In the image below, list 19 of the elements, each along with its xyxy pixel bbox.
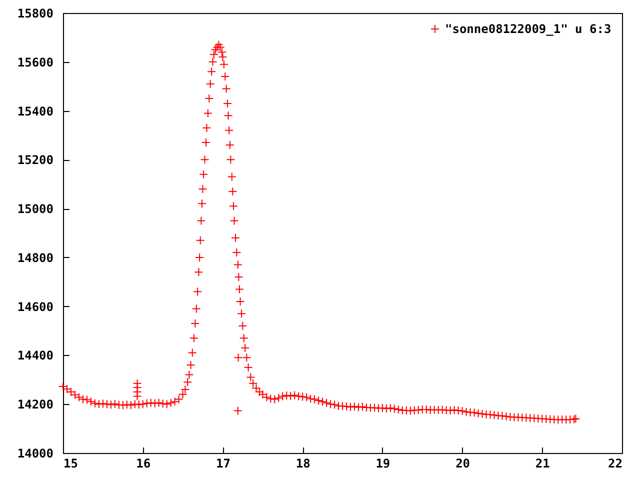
- y-tick-label: 14000: [17, 446, 54, 460]
- y-tick-label: 14200: [17, 398, 54, 412]
- x-tick-label: 16: [136, 456, 151, 470]
- x-tick-label: 15: [64, 456, 78, 470]
- x-tick-label: 18: [296, 456, 310, 470]
- x-tick-label: 20: [456, 456, 470, 470]
- y-tick-label: 15000: [17, 202, 54, 216]
- y-tick-label: 14800: [17, 250, 54, 265]
- y-tick-label: 14400: [17, 348, 54, 363]
- y-tick-label: 15200: [17, 153, 54, 168]
- legend-label: "sonne08122009_1" u 6:3: [445, 22, 612, 36]
- x-tick-label: 21: [535, 456, 550, 470]
- x-tick-label: 22: [608, 456, 622, 470]
- x-tick-label: 17: [216, 456, 230, 470]
- y-tick-label: 15800: [17, 6, 54, 20]
- y-tick-label: 15400: [17, 104, 54, 118]
- y-tick-label: 15600: [17, 55, 54, 70]
- y-tick-label: 14600: [17, 300, 54, 314]
- x-tick-label: 19: [376, 456, 390, 470]
